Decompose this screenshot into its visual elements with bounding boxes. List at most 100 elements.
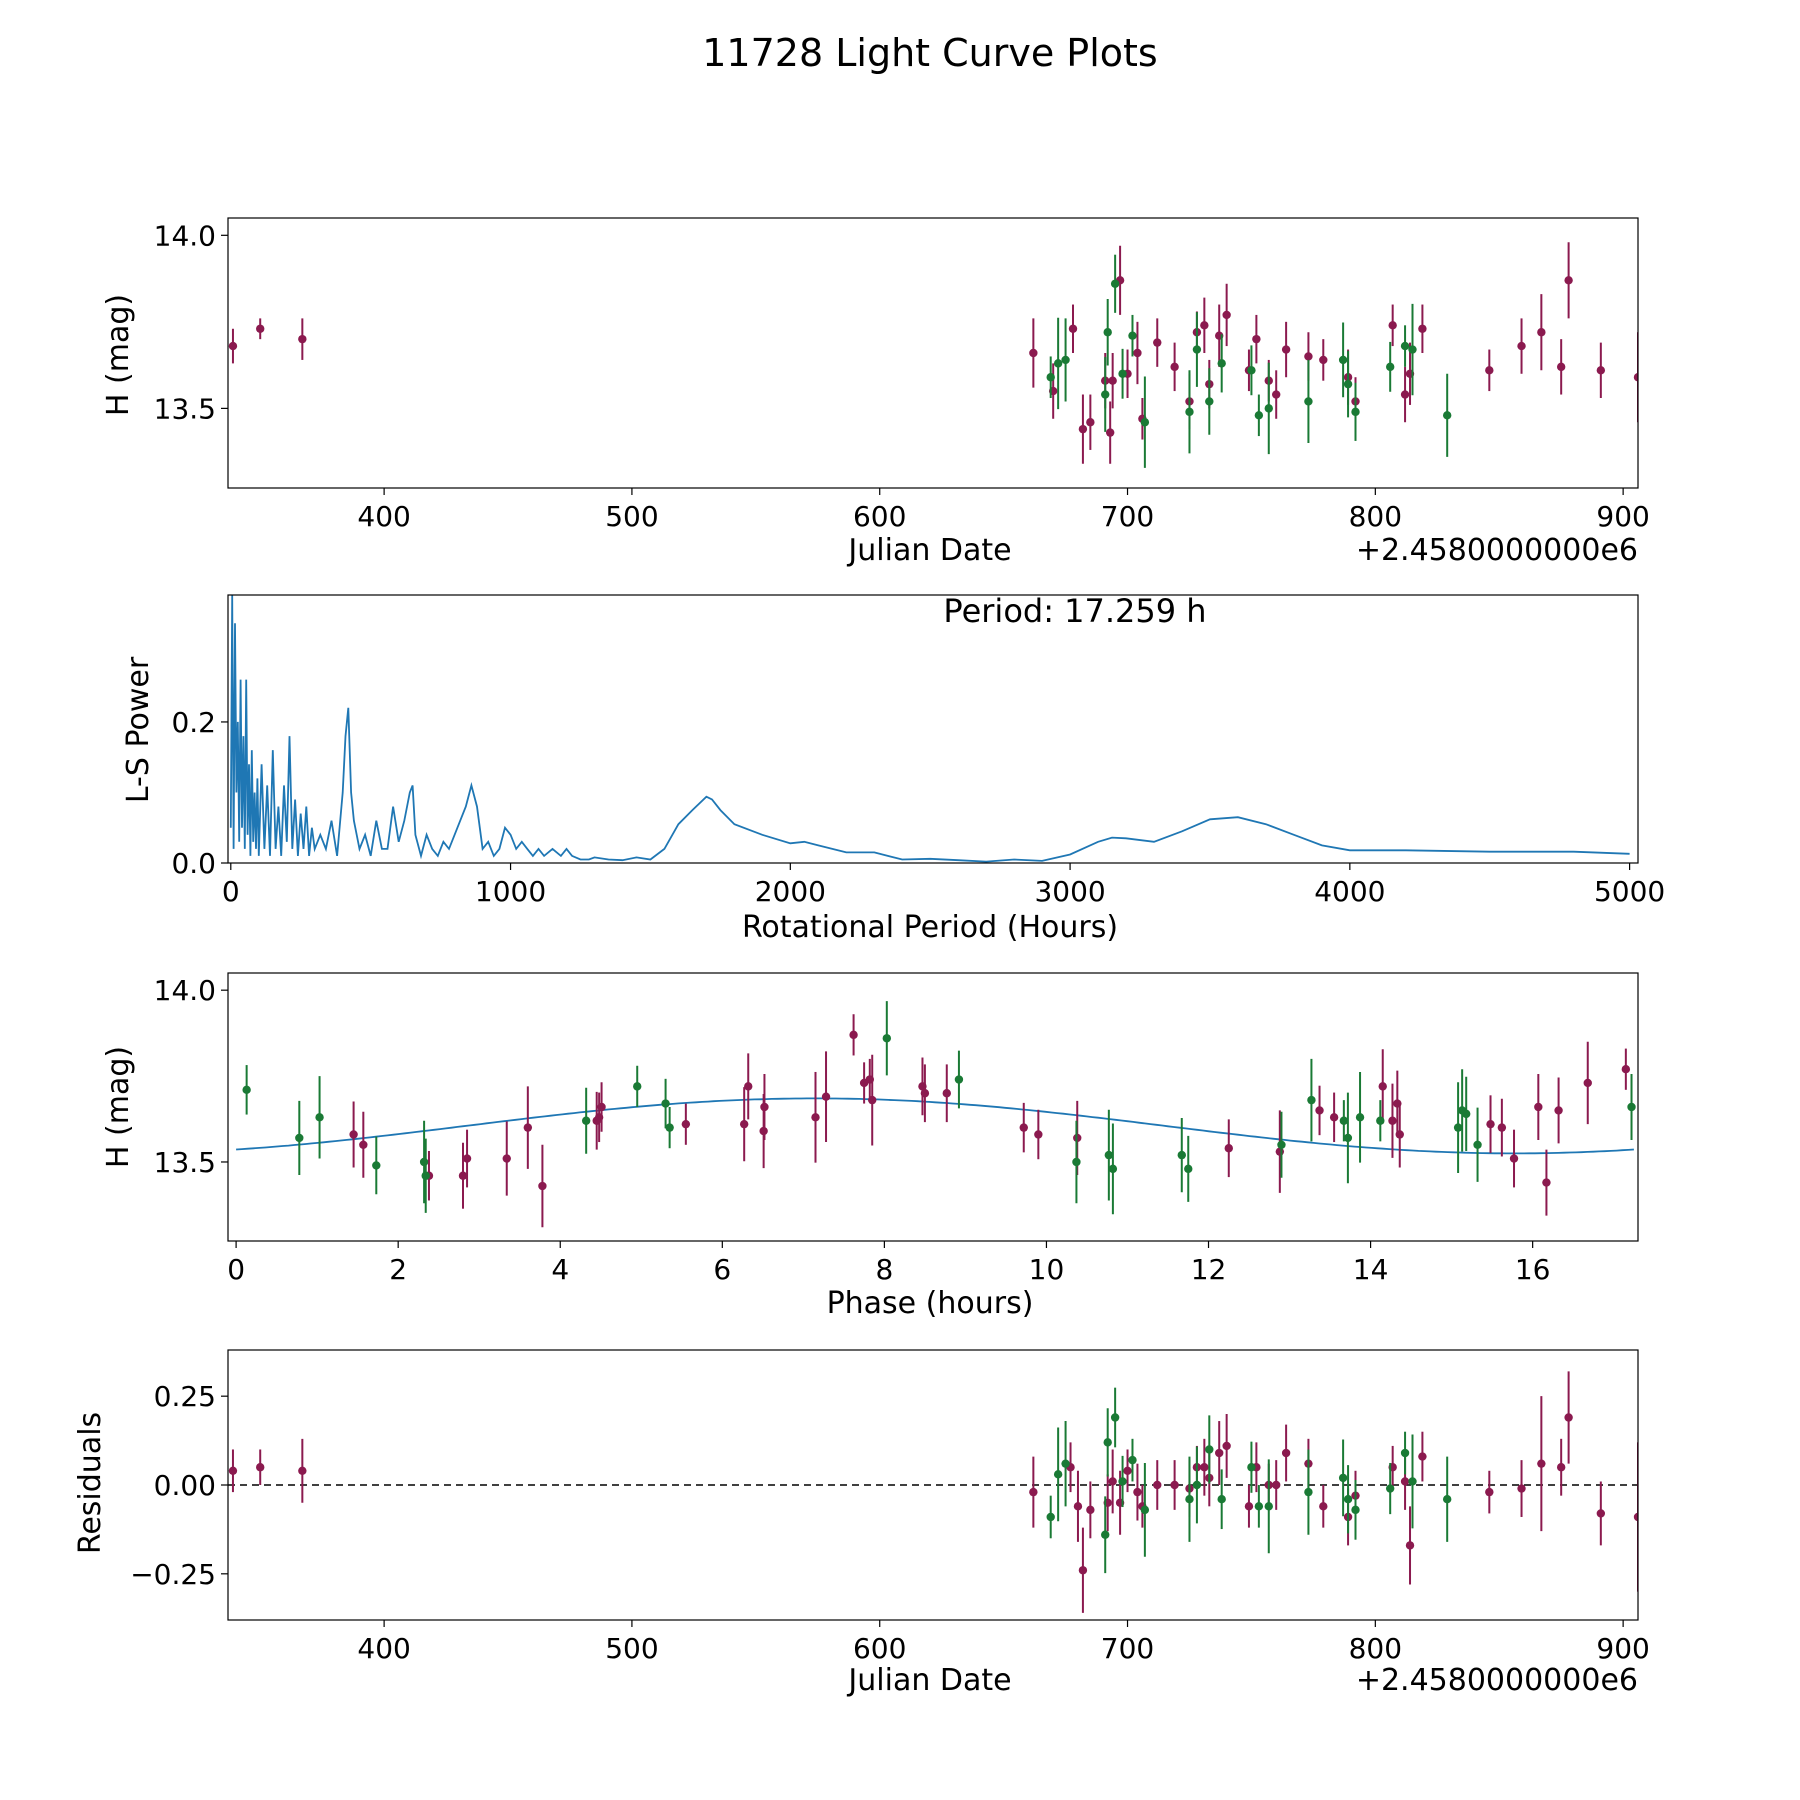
data-point [1224, 1144, 1233, 1153]
data-point [1252, 334, 1261, 344]
residuals-xlabel: Julian Date [846, 1663, 1011, 1698]
periodogram-xtick-label: 3000 [1034, 875, 1105, 908]
residuals-xtick-label: 400 [357, 1632, 410, 1665]
data-point [1184, 1164, 1193, 1174]
data-point [1061, 355, 1070, 365]
data-point [821, 1092, 831, 1101]
data-point [1339, 1116, 1349, 1125]
data-point [421, 1171, 430, 1180]
data-point [538, 1181, 547, 1191]
data-point [1304, 397, 1313, 406]
data-point [739, 1119, 749, 1129]
phased-xtick-label: 0 [227, 1253, 245, 1286]
data-point [1304, 352, 1313, 361]
data-point [1153, 1480, 1162, 1490]
data-point [359, 1140, 368, 1149]
residuals-axes-frame [227, 1349, 1639, 1621]
data-point [315, 1113, 324, 1122]
data-point [1564, 276, 1573, 285]
data-point [1078, 424, 1088, 434]
data-point [744, 1082, 753, 1091]
data-point [1556, 362, 1566, 372]
data-point [1177, 1150, 1186, 1160]
data-point [1272, 1480, 1281, 1490]
periodogram-xtick-label: 1000 [475, 875, 546, 908]
data-point [1029, 1487, 1038, 1497]
data-point [882, 1034, 892, 1043]
periodogram-panel: Period: 17.259 h Rotational Period (Hour… [121, 592, 1665, 945]
residuals-xtick-label: 900 [1596, 1632, 1649, 1665]
phased-ytick-label: 13.5 [154, 1146, 216, 1179]
data-point [1343, 1133, 1353, 1143]
data-point [1110, 1413, 1120, 1422]
data-point [1192, 1480, 1202, 1490]
data-point [295, 1133, 304, 1143]
data-point [1086, 1505, 1095, 1515]
data-point [1170, 362, 1179, 372]
period-annotation: Period: 17.259 h [943, 592, 1206, 630]
data-point [1170, 1480, 1179, 1490]
data-point [1185, 407, 1194, 417]
data-point [1217, 1495, 1226, 1504]
data-point [1108, 1164, 1118, 1174]
data-point [1153, 338, 1162, 347]
data-point [1542, 1178, 1551, 1187]
phased-axes-frame [227, 972, 1639, 1242]
data-point [228, 341, 238, 351]
data-point [1215, 1448, 1224, 1458]
periodogram-ylabel: L-S Power [121, 656, 156, 803]
data-point [298, 1466, 307, 1475]
data-point [1133, 1487, 1142, 1497]
data-point [1378, 1082, 1387, 1091]
residuals-xtick-label: 600 [853, 1632, 906, 1665]
data-point [1329, 1113, 1339, 1122]
data-point [1408, 345, 1417, 354]
data-point [1400, 1448, 1410, 1458]
data-point [1200, 321, 1209, 330]
figure-title: 11728 Light Curve Plots [702, 31, 1157, 75]
data-point [462, 1154, 472, 1163]
periodogram-xtick-label: 0 [222, 875, 240, 908]
sinusoid-fit-line [236, 1097, 1634, 1155]
data-point [1418, 324, 1427, 333]
data-point [256, 1463, 265, 1472]
data-point [228, 1466, 238, 1475]
data-point [1264, 404, 1273, 413]
lightcurve-xtick-label: 900 [1596, 500, 1649, 533]
lightcurve-ytick-label: 13.5 [154, 392, 216, 425]
residuals-plot-area [228, 1371, 1638, 1613]
residuals-panel: Julian Date Residuals +2.4580000000e6 40… [73, 1349, 1650, 1698]
data-point [1128, 1455, 1137, 1465]
residuals-xtick-label: 700 [1101, 1632, 1154, 1665]
data-point [1247, 1463, 1256, 1472]
residuals-ylabel: Residuals [73, 1412, 108, 1554]
data-point [1222, 1441, 1231, 1451]
data-point [920, 1089, 930, 1098]
data-point [1338, 355, 1348, 365]
data-point [1462, 1109, 1471, 1119]
data-point [1264, 1502, 1273, 1511]
data-point [1073, 1502, 1083, 1511]
periodogram-ytick-label: 0.2 [171, 706, 216, 739]
data-point [1029, 348, 1038, 358]
data-point [458, 1171, 468, 1180]
data-point [1376, 1116, 1385, 1125]
data-point [1140, 1505, 1150, 1515]
phased-xtick-label: 4 [551, 1253, 569, 1286]
data-point [633, 1082, 642, 1091]
lightcurve-ylabel: H (mag) [101, 294, 136, 416]
data-point [1633, 373, 1638, 382]
periodogram-xlabel: Rotational Period (Hours) [742, 910, 1118, 945]
phased-xtick-label: 10 [1029, 1253, 1065, 1286]
lightcurve-panel: Julian Date H (mag) +2.4580000000e6 400 5… [101, 217, 1650, 568]
data-point [1400, 390, 1410, 399]
residuals-offset-label: +2.4580000000e6 [1356, 1663, 1638, 1698]
data-point [1621, 1065, 1631, 1074]
phased-xtick-label: 12 [1191, 1253, 1227, 1286]
data-point [242, 1085, 251, 1095]
data-point [1583, 1078, 1592, 1088]
data-point [1307, 1095, 1316, 1105]
data-point [1053, 1470, 1063, 1479]
data-point [1101, 390, 1110, 399]
